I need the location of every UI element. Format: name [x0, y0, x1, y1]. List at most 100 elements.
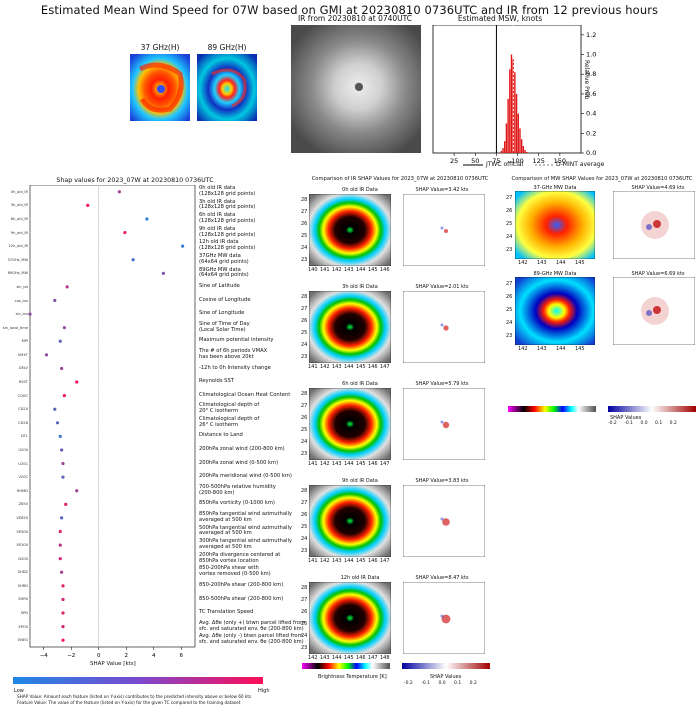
ir-xtick: 145	[356, 558, 366, 564]
ir-xtick: 144	[344, 558, 354, 564]
ir-panel-title: 3h old IR Data	[342, 284, 378, 290]
hist-bar	[500, 151, 503, 153]
hist-bar	[524, 150, 526, 153]
feature-label: Maximum potential intensity	[199, 337, 274, 344]
shap-point	[62, 326, 66, 330]
ir-xtick: 142	[320, 461, 330, 467]
feature-label: 200hPa divergence centered at 850hPa vor…	[199, 551, 281, 564]
shap-point	[58, 557, 62, 561]
feature-short-name: SHRD	[17, 583, 28, 588]
ir-ytick: 28	[301, 294, 308, 300]
feature-label: 500hPa tangential wind azimuthally avera…	[199, 524, 292, 537]
hist-ytick: 0.8	[586, 70, 596, 78]
cb-low: Low	[14, 688, 24, 694]
feature-label: Avg. Δθe (only +) btwn parcel lifted fro…	[199, 619, 306, 632]
feature-label: Climatological Ocean Heat Content	[199, 391, 291, 398]
feature-short-name: COHC	[17, 393, 28, 398]
shap-point	[61, 597, 65, 602]
ir-panel-title: 6h old IR Data	[342, 381, 378, 387]
mw-xtick: 144	[556, 260, 566, 266]
ir-thumbnail	[309, 582, 391, 654]
feature-short-name: sin_lon	[15, 312, 28, 317]
ir-xtick: 141	[320, 267, 330, 273]
ir-xtick: 144	[332, 655, 342, 661]
footnote2: Feature Value: The value of the feature …	[17, 700, 241, 705]
ir-shap-map	[403, 485, 485, 557]
feature-label: 37GHz MW data (64x64 grid points)	[199, 252, 249, 265]
ir-xtick: 147	[380, 364, 390, 370]
ir-xtick: 148	[380, 655, 390, 661]
gmi37-image	[130, 54, 190, 121]
feature-label: The # of 6h periods VMAX has been above …	[199, 348, 268, 360]
ir-panel-title: 9h old IR Data	[342, 478, 378, 484]
feature-short-name: VE500	[16, 529, 28, 534]
ir-shap-value: SHAP Value=5.79 kts	[415, 381, 469, 387]
shap-title: Shap values for 2023_07W at 20230810 073…	[56, 177, 214, 184]
ir-ytick: 28	[301, 391, 308, 397]
mw-panel-title: 89-GHz MW Data	[533, 271, 577, 277]
ir-shap-value: SHAP Value=3.42 kts	[415, 187, 469, 193]
feature-label: 12h old IR data (128x128 grid points)	[199, 239, 256, 252]
ir-ytick: 25	[301, 330, 308, 336]
ir-xtick: 143	[344, 267, 354, 273]
dmint-legend-text: D-MINT average	[556, 161, 605, 168]
feature-short-name: 37GHz_MW	[7, 257, 28, 262]
feature-label: 850-200hPa shear (200-800 km)	[199, 581, 284, 588]
feature-label: 9h old IR data (128x128 grid points)	[199, 225, 256, 238]
ir-ytick: 26	[301, 512, 308, 518]
ir-xtick: 145	[368, 267, 378, 273]
ir-ytick: 25	[301, 233, 308, 239]
hist-ytick: 1.2	[586, 31, 596, 39]
ir-ytick: 27	[301, 403, 308, 409]
feature-short-name: CD26	[18, 420, 28, 425]
msw-histogram: 0.0 0.2 0.4 0.6 0.8 1.0 1.2 25 50 75 100 125 150	[432, 25, 596, 166]
ir-xtick: 147	[380, 461, 390, 467]
ir-ytick: 26	[301, 415, 308, 421]
feature-label: 850hPa vorticity (0-1000 km)	[199, 500, 275, 507]
feature-label: 89GHz MW data (64x64 grid points)	[199, 266, 249, 279]
shap-point	[44, 353, 49, 357]
feature-short-name: RSST	[18, 380, 28, 385]
ir-bt-label: Brightness Temperature [K]	[318, 674, 387, 680]
shap-point	[161, 271, 165, 275]
ir-shap-cb-ticks: -0.2 -0.1 0.0 0.1 0.2	[404, 681, 477, 686]
hist-ytick: 0.6	[586, 90, 596, 98]
shap-point	[60, 366, 64, 371]
feature-label: 3h old IR data (128x128 grid points)	[199, 198, 256, 211]
ir-ytick: 28	[301, 488, 308, 494]
mw-thumbnail	[515, 191, 595, 259]
mw-shap-cb-ticks: -0.2 -0.1 0.0 0.1 0.2	[608, 421, 677, 426]
ir-ytick: 23	[301, 548, 308, 554]
feature-short-name: VE850	[16, 515, 28, 520]
feature-short-name: cos_lon	[14, 298, 28, 303]
ir-xtick: 142	[308, 655, 318, 661]
hist-bar	[504, 141, 506, 153]
ir-xtick: 147	[368, 655, 378, 661]
feature-short-name: SPD	[20, 611, 28, 616]
feature-label: 850-200hPa shear with vortex removed (0-…	[199, 565, 271, 578]
ir-ytick: 23	[301, 257, 308, 263]
feature-short-name: EPOS	[18, 624, 28, 629]
feature-label: 200hPa zonal wind (0-500 km)	[199, 459, 279, 466]
mw-ytick: 24	[506, 234, 513, 240]
feature-short-name: D200	[18, 556, 28, 561]
msw-title: Estimated MSW, knots	[457, 14, 543, 23]
mw-shap-map	[613, 191, 695, 259]
feature-short-name: U200	[18, 447, 29, 452]
hist-xtick: 150	[554, 157, 566, 165]
ir-xtick: 145	[356, 364, 366, 370]
ir-xtick: 142	[332, 267, 342, 273]
feature-short-name: DELV	[18, 366, 28, 371]
ir-panel-title: 12h old IR Data	[340, 575, 380, 581]
ir-ytick: 23	[301, 645, 308, 651]
shap-point	[62, 394, 66, 398]
shap-point	[86, 203, 90, 207]
shap-point	[131, 258, 135, 262]
shap-xlabel: SHAP Value [kts]	[90, 661, 136, 667]
mw-ytick: 23	[506, 247, 513, 253]
gmi37-title: 37 GHz(H)	[140, 43, 180, 52]
feature-short-name: U20C	[18, 461, 28, 466]
ir-thumbnail	[309, 485, 391, 557]
hist-bar	[519, 128, 521, 153]
ir-ytick: 25	[301, 427, 308, 433]
